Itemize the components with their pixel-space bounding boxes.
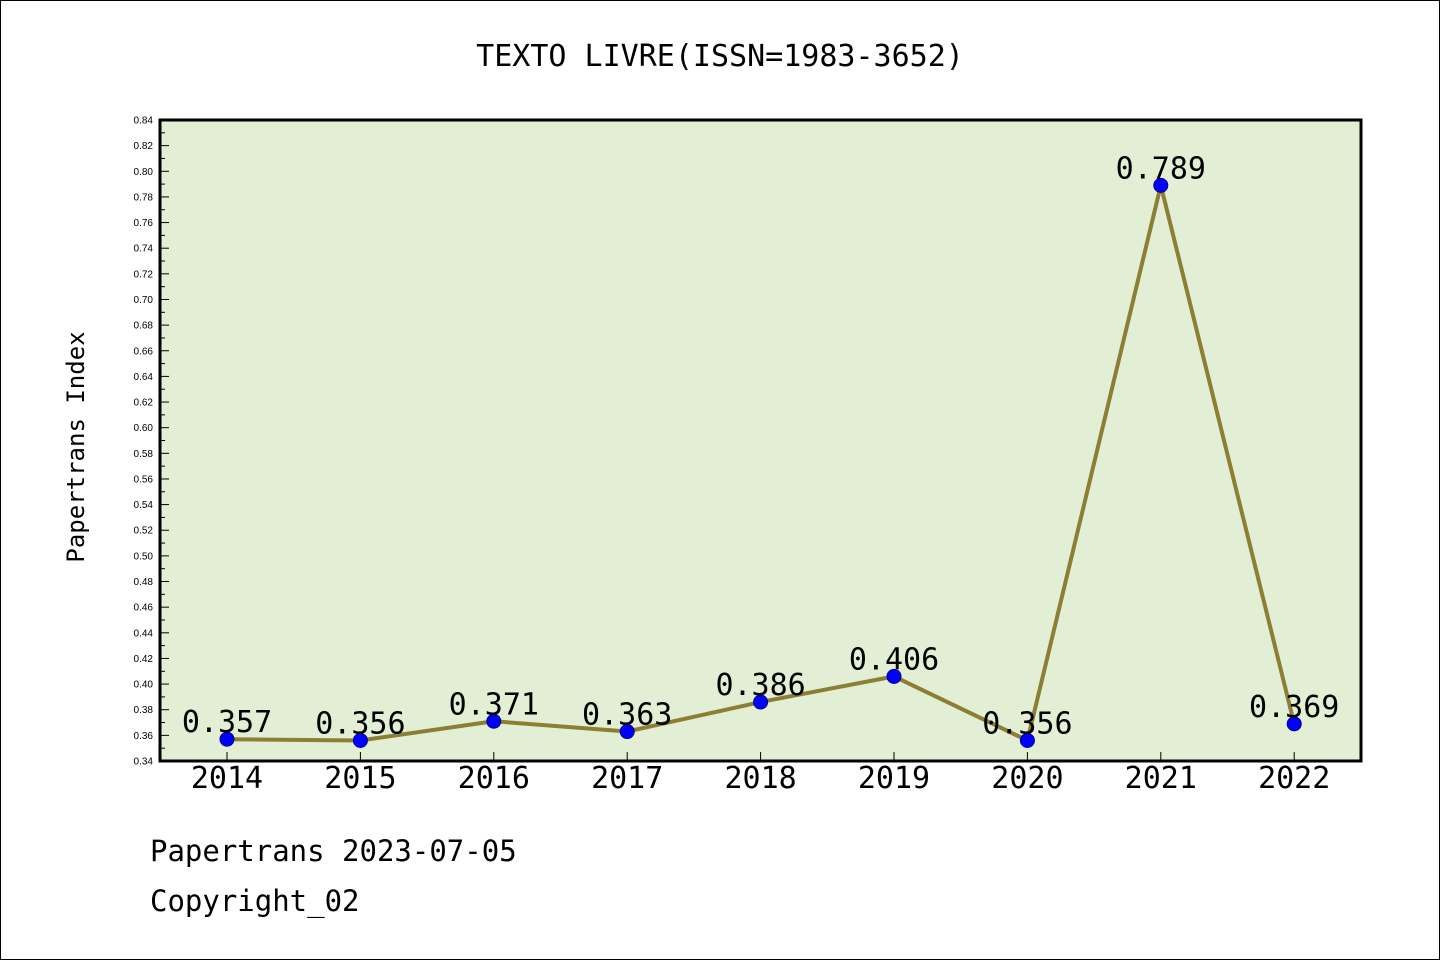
y-tick-label: 0.54 xyxy=(134,500,154,511)
x-tick-label: 2019 xyxy=(858,761,930,796)
chart-title: TEXTO LIVRE(ISSN=1983-3652) xyxy=(476,39,964,74)
data-point xyxy=(1153,177,1169,193)
y-tick-label: 0.72 xyxy=(134,269,154,280)
data-label: 0.363 xyxy=(582,698,672,733)
y-tick-label: 0.74 xyxy=(134,244,154,255)
series-group: 0.357 0.356 0.371 0.363 0.386 0.406 0.356 0.789… xyxy=(182,151,1339,748)
y-tick-label: 0.82 xyxy=(134,141,154,152)
data-label: 0.386 xyxy=(715,668,805,703)
y-tick-label: 0.68 xyxy=(134,321,154,332)
x-tick-label: 2020 xyxy=(991,761,1063,796)
x-tick-label: 2022 xyxy=(1258,761,1330,796)
y-tick-label: 0.60 xyxy=(134,423,154,434)
data-label: 0.356 xyxy=(982,706,1072,741)
data-label: 0.369 xyxy=(1249,690,1339,725)
y-tick-label: 0.44 xyxy=(134,628,154,639)
y-tick-label: 0.38 xyxy=(134,705,154,716)
data-point xyxy=(619,724,635,740)
y-tick-label: 0.46 xyxy=(134,603,154,614)
footer-copyright-text: Copyright_02 xyxy=(150,884,360,918)
data-point xyxy=(486,713,502,729)
data-point xyxy=(1019,732,1035,748)
x-tick-label: 2015 xyxy=(324,761,396,796)
data-point xyxy=(886,668,902,684)
data-label: 0.357 xyxy=(182,705,272,740)
y-tick-label: 0.76 xyxy=(134,218,154,229)
y-tick-label: 0.42 xyxy=(134,654,154,665)
y-tick-label: 0.62 xyxy=(134,398,154,409)
data-point xyxy=(219,731,235,747)
y-tick-label: 0.40 xyxy=(134,680,154,691)
data-label: 0.356 xyxy=(315,706,405,741)
plot-border xyxy=(158,118,1363,763)
x-tick-label: 2018 xyxy=(724,761,796,796)
y-tick-label: 0.70 xyxy=(134,295,154,306)
x-tick-label: 2016 xyxy=(458,761,530,796)
y-tick-label: 0.66 xyxy=(134,346,154,357)
data-label: 0.789 xyxy=(1116,151,1206,186)
y-tick-label: 0.56 xyxy=(134,474,154,485)
data-point xyxy=(753,694,769,710)
x-tick-label: 2017 xyxy=(591,761,663,796)
y-axis-label: Papertrans Index xyxy=(62,331,90,562)
footer-date-text: Papertrans 2023-07-05 xyxy=(150,834,517,868)
y-tick-label: 0.36 xyxy=(134,731,154,742)
y-tick-label: 0.84 xyxy=(134,116,154,127)
y-tick-label: 0.48 xyxy=(134,577,154,588)
data-label: 0.371 xyxy=(449,687,539,722)
x-tick-label: 2021 xyxy=(1125,761,1197,796)
y-tick-label: 0.50 xyxy=(134,551,154,562)
y-axis: 0.34 0.36 0.38 0.40 0.42 0.44 0.46 0.48 0.50 0.52… xyxy=(134,116,169,768)
y-tick-label: 0.58 xyxy=(134,449,154,460)
data-label: 0.406 xyxy=(849,642,939,677)
data-point xyxy=(352,732,368,748)
y-tick-label: 0.52 xyxy=(134,526,154,537)
x-axis: 2014 2015 2016 2017 2018 2019 2020 2021 2022 xyxy=(191,752,1330,796)
plot-area xyxy=(160,120,1361,761)
x-tick-label: 2014 xyxy=(191,761,263,796)
y-tick-label: 0.34 xyxy=(134,757,154,768)
y-tick-label: 0.78 xyxy=(134,192,154,203)
y-tick-label: 0.80 xyxy=(134,167,154,178)
y-tick-label: 0.64 xyxy=(134,372,154,383)
data-point xyxy=(1286,716,1302,732)
